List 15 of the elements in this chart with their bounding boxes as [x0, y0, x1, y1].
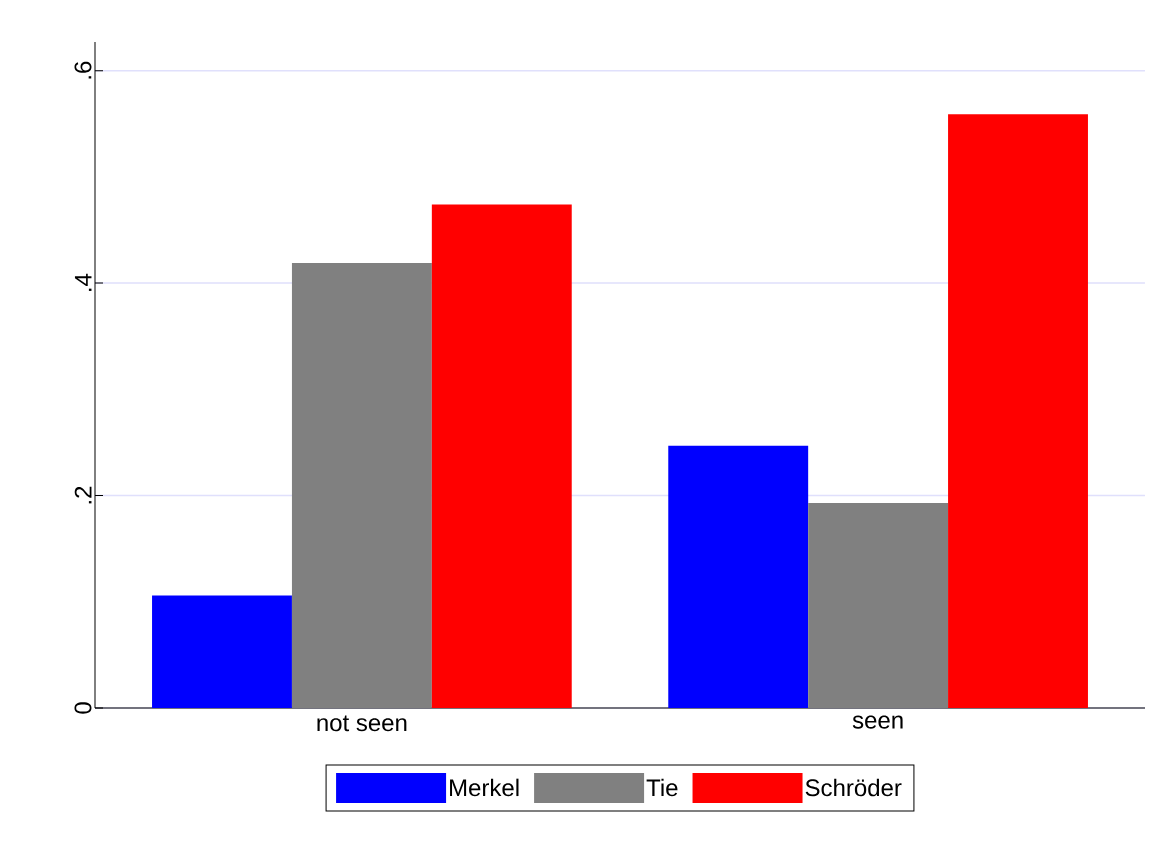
bar	[431, 204, 572, 708]
bar	[668, 445, 809, 708]
legend-label: Tie	[646, 778, 678, 797]
bar	[808, 502, 949, 708]
x-tick-label: seen	[852, 715, 903, 729]
legend-label: Schröder	[805, 778, 902, 797]
y-tick-label: .2	[74, 486, 92, 504]
bar	[152, 595, 292, 708]
bar	[291, 262, 432, 708]
y-tick-label: .4	[74, 273, 92, 291]
y-tick-label: 0	[74, 702, 92, 714]
legend-label: Merkel	[450, 778, 519, 797]
x-tick-label: not seen	[317, 715, 407, 732]
y-tick-label: .6	[74, 61, 92, 79]
bar	[948, 114, 1088, 708]
